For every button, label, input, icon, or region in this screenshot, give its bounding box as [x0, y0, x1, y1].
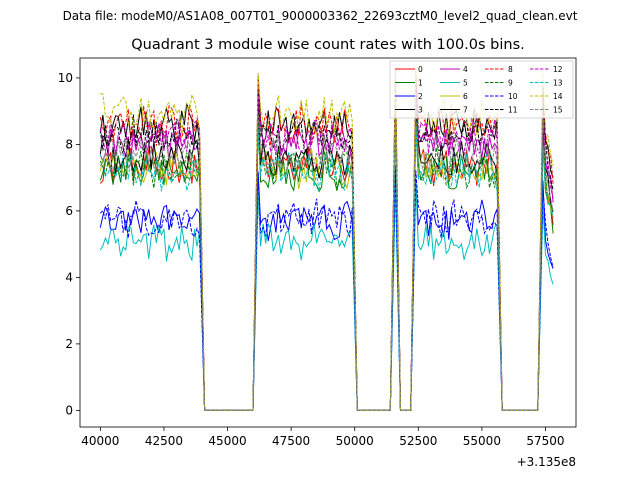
series-line-7 [99, 106, 554, 411]
legend-label-15: 15 [553, 106, 563, 115]
y-tick-label: 10 [58, 71, 73, 85]
series-line-5 [99, 182, 554, 411]
series-line-13 [99, 124, 554, 411]
x-tick-label: 40000 [81, 434, 119, 448]
series-line-10 [99, 168, 554, 411]
legend-label-12: 12 [553, 65, 563, 74]
series-line-15 [99, 98, 554, 411]
x-tick-label: 57500 [526, 434, 564, 448]
y-tick-label: 4 [65, 270, 73, 284]
legend-label-11: 11 [508, 106, 518, 115]
legend-label-13: 13 [553, 79, 563, 88]
series-line-14 [100, 64, 554, 411]
legend-label-2: 2 [418, 92, 423, 101]
x-axis: 40000 42500 45000 47500 50000 52500 55000 57500 [81, 427, 565, 448]
suptitle: Data file: modeM0/AS1A08_007T01_90000033… [63, 9, 578, 23]
legend-label-6: 6 [463, 92, 468, 101]
y-tick-label: 8 [65, 137, 73, 151]
legend-label-5: 5 [463, 79, 468, 88]
series-line-2 [99, 165, 554, 411]
legend-label-9: 9 [508, 79, 513, 88]
legend-label-10: 10 [508, 92, 518, 101]
y-tick-label: 0 [65, 403, 73, 417]
legend-label-8: 8 [508, 65, 513, 74]
axes-frame [79, 57, 577, 428]
y-tick-label: 2 [65, 337, 73, 351]
legend-label-4: 4 [463, 65, 468, 74]
x-tick-label: 50000 [336, 434, 374, 448]
chart-title: Quadrant 3 module wise count rates with … [131, 37, 525, 53]
x-tick-label: 45000 [208, 434, 246, 448]
legend-label-0: 0 [418, 65, 423, 74]
series-line-9 [99, 117, 554, 411]
legend-box [389, 60, 574, 119]
x-tick-label: 42500 [145, 434, 183, 448]
legend-label-7: 7 [463, 106, 468, 115]
y-tick-label: 6 [65, 204, 73, 218]
legend-label-14: 14 [553, 92, 563, 101]
plot-lines [99, 64, 554, 411]
legend-label-1: 1 [418, 79, 423, 88]
y-axis: 0 2 4 6 8 10 [58, 71, 80, 417]
legend-label-3: 3 [418, 106, 423, 115]
series-line-8 [99, 68, 554, 411]
x-tick-label: 52500 [399, 434, 437, 448]
x-tick-label: 55000 [463, 434, 501, 448]
x-tick-label: 47500 [272, 434, 310, 448]
x-offset-label: +3.135e8 [517, 455, 576, 469]
